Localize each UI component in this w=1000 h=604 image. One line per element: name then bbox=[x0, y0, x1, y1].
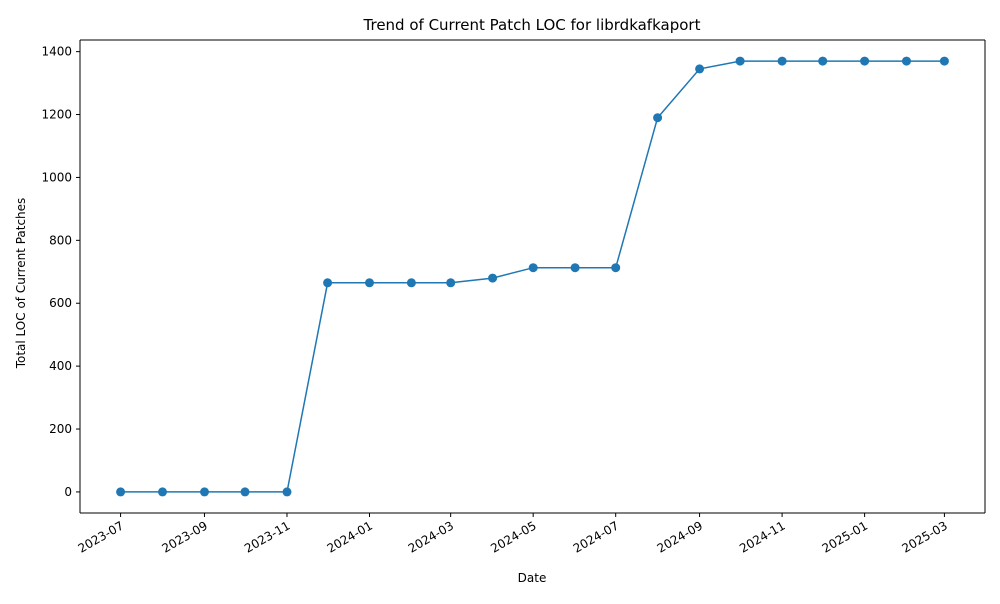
y-tick-label: 0 bbox=[64, 485, 72, 499]
data-point bbox=[695, 64, 705, 74]
data-point bbox=[611, 263, 621, 273]
y-axis-title: Total LOC of Current Patches bbox=[14, 198, 28, 370]
data-point bbox=[200, 487, 209, 497]
y-tick-label: 1200 bbox=[41, 108, 72, 122]
data-point bbox=[818, 56, 828, 66]
y-tick-label: 1000 bbox=[41, 170, 72, 184]
data-point bbox=[653, 113, 663, 123]
data-point bbox=[158, 487, 167, 497]
y-tick-label: 800 bbox=[49, 233, 72, 247]
data-point bbox=[777, 56, 787, 66]
data-point bbox=[406, 278, 416, 288]
data-point bbox=[282, 487, 292, 497]
data-point bbox=[902, 56, 911, 66]
y-tick-label: 400 bbox=[49, 359, 72, 373]
data-point bbox=[860, 56, 870, 66]
data-point bbox=[488, 273, 498, 283]
y-tick-label: 600 bbox=[49, 296, 72, 310]
data-point bbox=[446, 278, 456, 288]
data-point bbox=[365, 278, 374, 288]
y-tick-label: 200 bbox=[49, 422, 72, 436]
plot-area bbox=[116, 56, 949, 497]
x-axis-title: Date bbox=[518, 571, 547, 585]
data-point bbox=[240, 487, 250, 497]
y-tick-label: 1400 bbox=[41, 45, 72, 59]
data-point bbox=[116, 487, 126, 497]
data-point bbox=[735, 56, 745, 66]
chart-title: Trend of Current Patch LOC for librdkafk… bbox=[363, 16, 701, 34]
data-point bbox=[939, 56, 949, 66]
data-point bbox=[570, 263, 580, 273]
data-point bbox=[528, 263, 538, 273]
data-point bbox=[323, 278, 333, 288]
